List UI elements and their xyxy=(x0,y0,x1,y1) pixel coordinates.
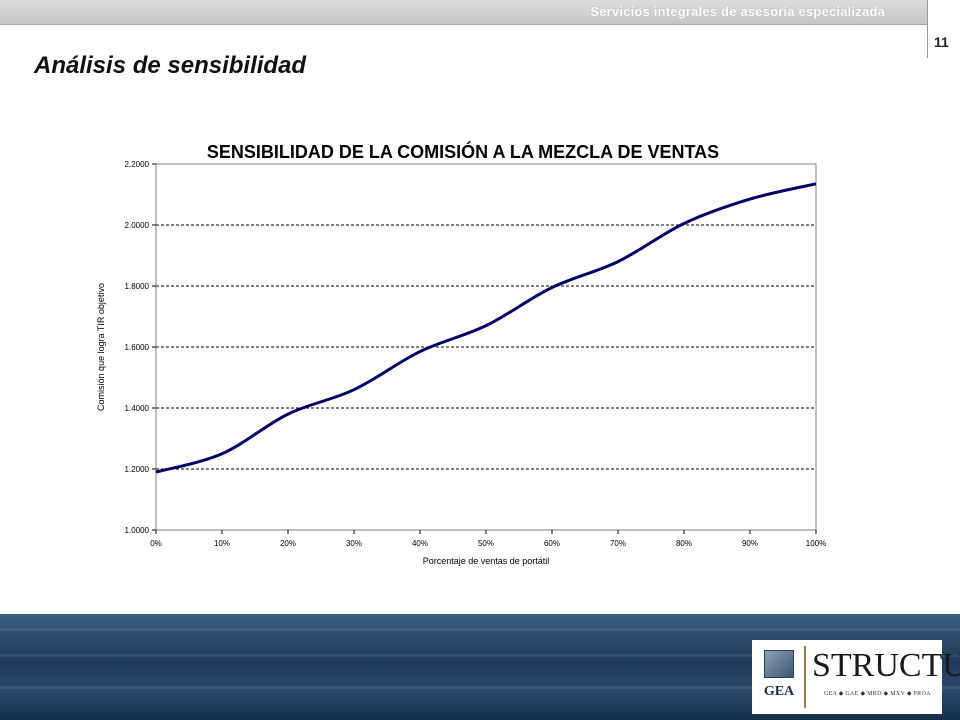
x-tick-label: 90% xyxy=(742,539,758,548)
header-tagline: Servicios integrales de asesoría especia… xyxy=(590,4,885,19)
x-tick-label: 40% xyxy=(412,539,428,548)
footer-band: GEA STRUCTURA GEA ◆ GAE ◆ MRD ◆ MXV ◆ PR… xyxy=(0,614,960,720)
y-tick-label: 1.4000 xyxy=(125,404,150,413)
y-tick-label: 1.6000 xyxy=(125,343,150,352)
chart-gridlines xyxy=(156,224,816,470)
x-tick-label: 80% xyxy=(676,539,692,548)
series-line xyxy=(155,182,817,474)
chart-title: SENSIBILIDAD DE LA COMISIÓN A LA MEZCLA … xyxy=(207,141,719,162)
sensitivity-chart: SENSIBILIDAD DE LA COMISIÓN A LA MEZCLA … xyxy=(96,141,826,566)
y-axis-ticks: 1.0000 1.2000 1.4000 1.6000 1.8000 2.0000 2.20… xyxy=(125,160,156,535)
footer-streak xyxy=(0,686,960,689)
x-axis-label: Porcentaje de ventas de portátil xyxy=(423,556,550,566)
x-tick-label: 0% xyxy=(150,539,162,548)
x-axis-ticks: 0% 10% 20% 30% 40% 50% 60% 70% 80% 90% 100% xyxy=(150,530,826,548)
slide-title: Análisis de sensibilidad xyxy=(34,52,307,79)
x-tick-label: 100% xyxy=(806,539,826,548)
y-tick-label: 1.0000 xyxy=(125,526,150,535)
y-tick-label: 1.2000 xyxy=(125,465,150,474)
x-tick-label: 20% xyxy=(280,539,296,548)
footer-streak xyxy=(0,654,960,657)
footer-streak xyxy=(0,628,960,631)
x-tick-label: 30% xyxy=(346,539,362,548)
structura-logo-text: STRUCTURA xyxy=(812,647,960,684)
gea-emblem-icon xyxy=(764,650,794,678)
x-tick-label: 60% xyxy=(544,539,560,548)
x-tick-label: 50% xyxy=(478,539,494,548)
x-tick-label: 10% xyxy=(214,539,230,548)
y-axis-label: Comisión que logra TIR objetivo xyxy=(96,283,106,411)
page-number: 11 xyxy=(934,34,949,50)
y-tick-label: 2.0000 xyxy=(125,221,150,230)
company-logo: GEA STRUCTURA GEA ◆ GAE ◆ MRD ◆ MXV ◆ PR… xyxy=(752,640,960,714)
y-tick-label: 1.8000 xyxy=(125,282,150,291)
logo-divider xyxy=(804,646,806,708)
structura-logo-subtext: GEA ◆ GAE ◆ MRD ◆ MXV ◆ PROA xyxy=(824,691,931,697)
y-tick-label: 2.2000 xyxy=(125,160,150,169)
header-bar: Servicios integrales de asesoría especia… xyxy=(0,0,927,25)
series-layer xyxy=(155,182,817,474)
gea-logo-text: GEA xyxy=(763,684,795,699)
x-tick-label: 70% xyxy=(610,539,626,548)
gea-logo: GEA xyxy=(760,646,798,708)
header-divider xyxy=(927,0,928,58)
